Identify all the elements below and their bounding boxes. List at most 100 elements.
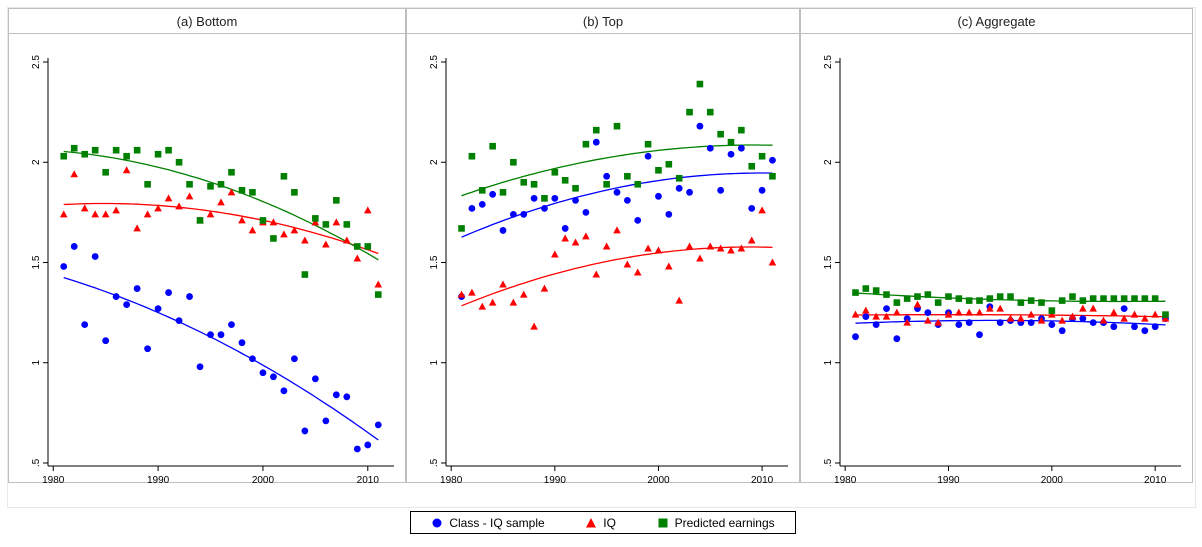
- point-triangle: [91, 210, 99, 218]
- point-square: [1089, 295, 1097, 302]
- point-circle: [541, 204, 548, 212]
- point-square: [934, 299, 942, 306]
- point-circle: [332, 391, 340, 399]
- point-circle: [862, 313, 870, 321]
- point-triangle: [478, 302, 487, 310]
- point-square: [551, 168, 559, 176]
- point-circle: [322, 417, 330, 425]
- point-triangle: [112, 206, 120, 214]
- y-tick-label: 2: [429, 159, 440, 165]
- panel-title: (a) Bottom: [177, 14, 238, 29]
- point-circle: [561, 225, 569, 232]
- point-triangle: [1110, 308, 1118, 316]
- legend-item-class-iq: Class - IQ sample: [431, 516, 545, 530]
- point-triangle: [101, 210, 110, 218]
- point-circle: [353, 445, 361, 453]
- point-triangle: [1151, 310, 1159, 318]
- point-square: [1058, 297, 1066, 304]
- y-tick-label: 2.5: [31, 55, 42, 69]
- y-tick-label: 1: [31, 360, 42, 366]
- point-square: [1162, 311, 1169, 318]
- point-square: [364, 243, 372, 250]
- point-triangle: [644, 244, 652, 252]
- panel-title-band: [800, 8, 1193, 34]
- y-tick-label: 1.5: [823, 255, 834, 269]
- point-square: [924, 291, 932, 298]
- point-square: [561, 176, 569, 184]
- point-square: [91, 146, 99, 154]
- point-triangle: [488, 298, 497, 306]
- point-square: [758, 152, 766, 160]
- point-square: [196, 217, 204, 224]
- point-triangle: [457, 290, 466, 298]
- point-square: [510, 158, 517, 166]
- point-triangle: [675, 296, 683, 304]
- point-circle: [644, 152, 652, 160]
- point-circle: [1027, 319, 1035, 327]
- point-square: [301, 271, 309, 278]
- point-square: [165, 146, 172, 154]
- point-square: [520, 179, 528, 186]
- point-triangle: [80, 204, 89, 212]
- point-circle: [976, 331, 983, 339]
- point-circle: [572, 196, 579, 204]
- point-square: [249, 189, 256, 196]
- point-triangle: [727, 246, 735, 254]
- point-triangle: [965, 308, 973, 316]
- point-triangle: [696, 254, 704, 262]
- point-square: [312, 215, 319, 222]
- point-circle: [717, 186, 725, 194]
- point-triangle: [561, 234, 569, 242]
- point-square: [965, 297, 973, 304]
- y-tick-label: 2: [823, 159, 834, 165]
- point-square: [996, 293, 1004, 300]
- point-triangle: [996, 304, 1004, 312]
- point-square: [1110, 295, 1118, 302]
- point-triangle: [1079, 304, 1087, 312]
- x-tick-label: 1980: [42, 475, 65, 486]
- point-circle: [686, 188, 693, 196]
- point-triangle: [238, 216, 246, 224]
- point-square: [675, 174, 683, 182]
- point-square: [1100, 295, 1107, 302]
- point-circle: [582, 208, 590, 216]
- panel-3: (c) Aggregate .5 1 1.5 2 2.5 1980 1990 2000 2010: [800, 8, 1193, 486]
- panel-1: (a) Bottom .5 1 1.5 2 2.5 1980 1990 2000 2010: [8, 8, 406, 486]
- point-square: [644, 140, 652, 148]
- point-square: [1120, 295, 1128, 302]
- point-square: [81, 150, 88, 158]
- point-square: [572, 185, 579, 192]
- point-triangle: [154, 204, 162, 212]
- point-triangle: [1006, 314, 1015, 322]
- point-square: [1151, 295, 1159, 302]
- point-square: [955, 295, 963, 302]
- point-square: [738, 126, 745, 134]
- fit-line: [63, 202, 379, 255]
- point-circle: [965, 319, 973, 327]
- point-circle: [1151, 323, 1159, 331]
- point-triangle: [540, 284, 549, 292]
- point-circle: [228, 321, 235, 329]
- point-triangle: [1058, 316, 1066, 324]
- point-circle: [81, 321, 89, 329]
- x-tick-label: 1980: [834, 475, 857, 486]
- point-triangle: [706, 242, 715, 250]
- point-triangle: [217, 198, 225, 206]
- point-triangle: [613, 226, 621, 234]
- point-square: [1079, 297, 1087, 304]
- point-triangle: [851, 310, 860, 318]
- point-triangle: [1027, 310, 1035, 318]
- point-square: [748, 162, 756, 170]
- point-circle: [769, 156, 776, 164]
- point-circle: [1131, 323, 1138, 331]
- point-triangle: [227, 188, 236, 196]
- figure-border: [7, 7, 1196, 508]
- point-circle: [196, 363, 204, 371]
- point-square: [717, 130, 724, 138]
- point-circle: [996, 319, 1004, 327]
- point-circle: [706, 144, 714, 152]
- point-circle: [91, 253, 99, 260]
- point-triangle: [665, 262, 673, 270]
- point-circle: [133, 285, 141, 292]
- point-triangle: [175, 202, 183, 210]
